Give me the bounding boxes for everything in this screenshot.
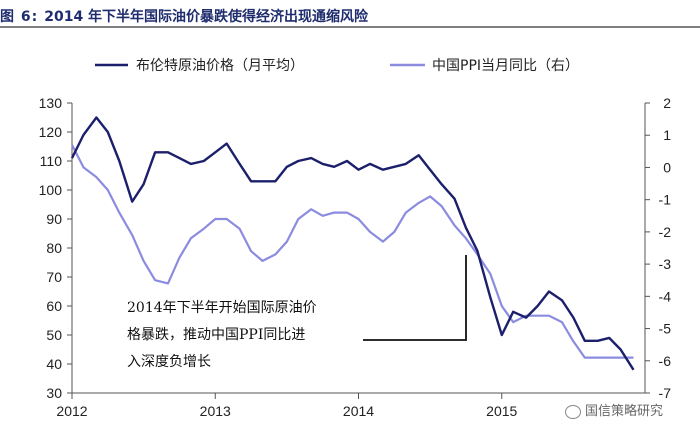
annotation-text-line: 格暴跌，推动中国PPI同比进 <box>127 327 305 343</box>
right-tick-label: -7 <box>659 385 672 401</box>
annotation-text-line: 2014年下半年开始国际原油价 <box>127 300 317 316</box>
watermark-text: 国信策略研究 <box>585 404 664 419</box>
left-tick-label: 60 <box>46 298 62 314</box>
right-tick-label: -4 <box>659 288 672 304</box>
watermark: 国信策略研究 <box>565 400 663 419</box>
figure-title: 图 6: 2014 年下半年国际油价暴跌使得经济出现通缩风险 <box>0 6 368 26</box>
left-tick-label: 130 <box>39 95 63 111</box>
legend-ppi-label: 中国PPI当月同比（右） <box>432 58 579 74</box>
x-tick-label: 2015 <box>486 403 517 419</box>
left-tick-label: 50 <box>46 327 62 343</box>
left-tick-label: 100 <box>39 182 63 198</box>
left-tick-label: 70 <box>46 269 62 285</box>
right-tick-label: -1 <box>659 192 672 208</box>
right-tick-label: 2 <box>663 95 671 111</box>
left-tick-label: 30 <box>46 385 62 401</box>
title-divider <box>0 26 700 28</box>
right-tick-label: -5 <box>659 321 672 337</box>
legend-brent-label: 布伦特原油价格（月平均） <box>136 58 304 74</box>
right-tick-label: 0 <box>663 159 671 175</box>
right-tick-label: 1 <box>663 127 671 143</box>
right-tick-label: -6 <box>659 353 672 369</box>
wechat-icon <box>565 404 581 419</box>
figure-label: 图 6: <box>0 9 39 25</box>
x-tick-label: 2012 <box>56 403 87 419</box>
left-tick-label: 80 <box>46 240 62 256</box>
left-tick-label: 110 <box>40 153 63 169</box>
annotation-text-line: 入深度负增长 <box>127 354 211 370</box>
figure-title-text: 2014 年下半年国际油价暴跌使得经济出现通缩风险 <box>44 9 369 25</box>
left-tick-label: 120 <box>39 124 63 140</box>
brent-oil-series-line <box>70 116 635 371</box>
left-tick-label: 40 <box>46 356 62 372</box>
x-tick-label: 2013 <box>200 403 231 419</box>
left-tick-label: 90 <box>46 211 62 227</box>
x-tick-label: 2014 <box>343 403 374 419</box>
china-ppi-series-line <box>71 144 634 359</box>
right-tick-label: -3 <box>659 256 672 272</box>
annotation-callout-line <box>363 255 467 341</box>
right-tick-label: -2 <box>659 224 672 240</box>
